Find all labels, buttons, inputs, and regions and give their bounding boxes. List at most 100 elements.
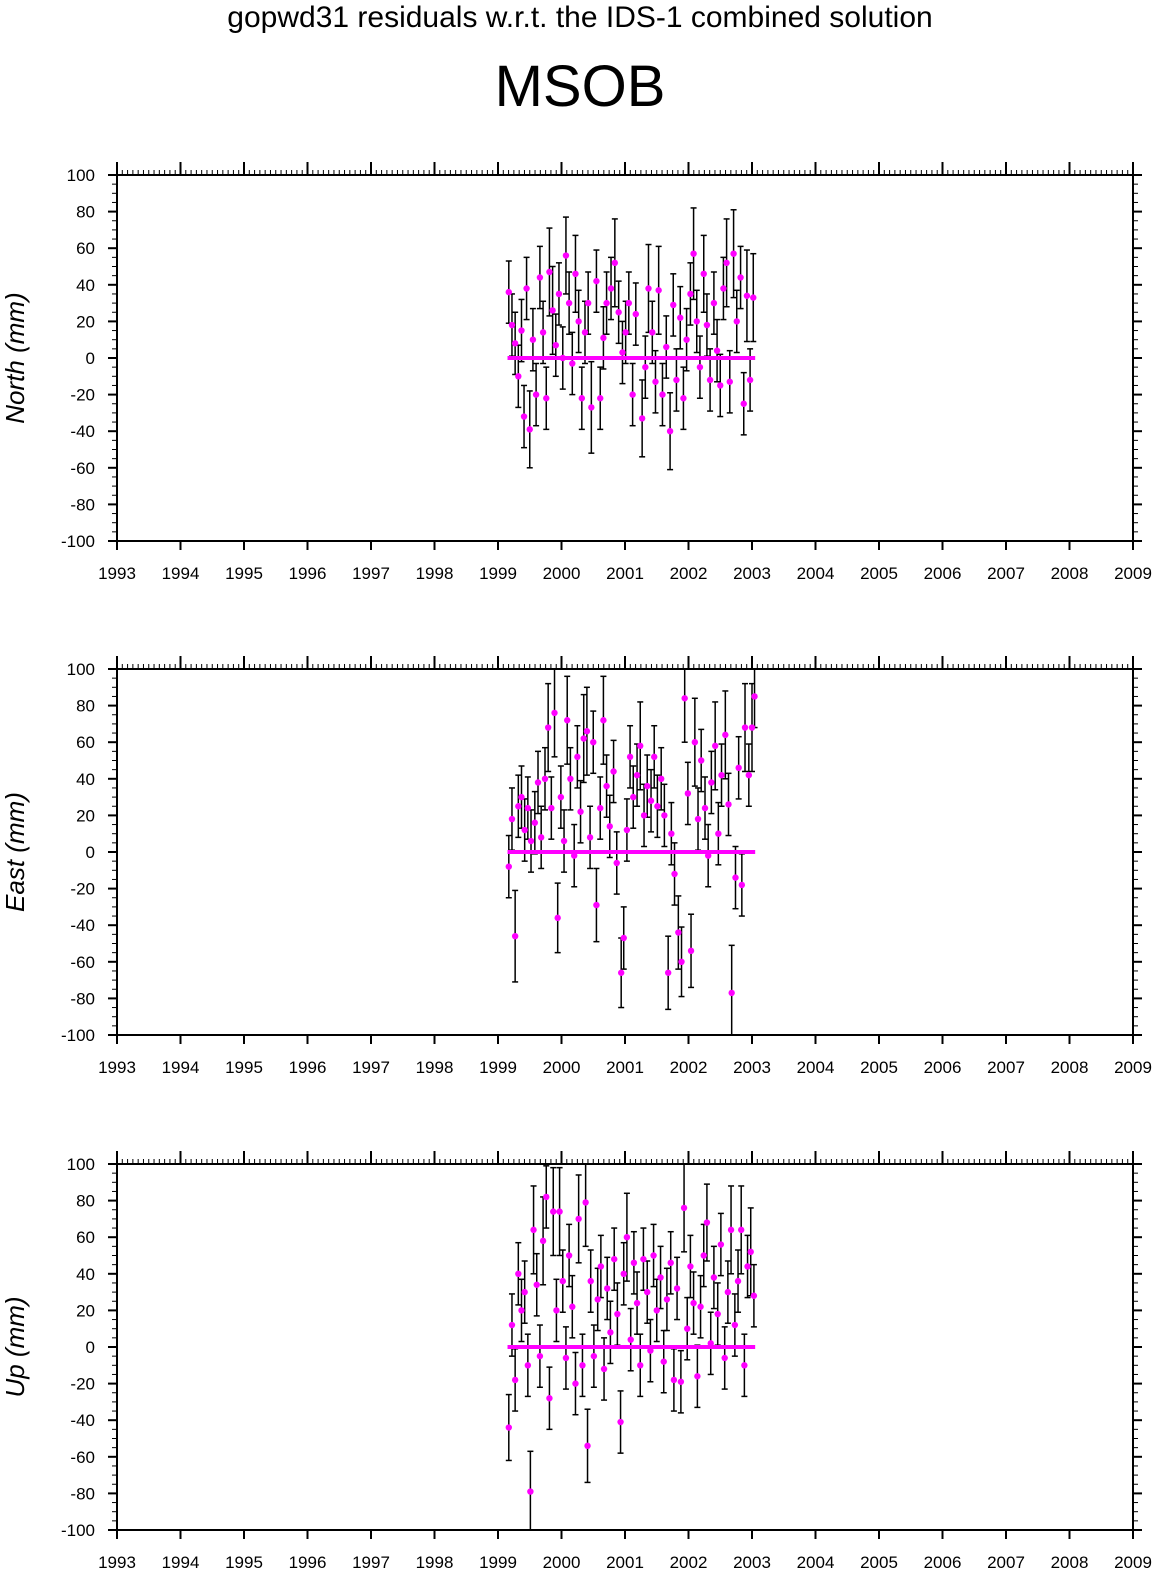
panel-1-data-point bbox=[532, 391, 540, 398]
panel-3-xtick-label: 1994 bbox=[162, 1553, 200, 1572]
panel-3-ytick-label: 60 bbox=[76, 1228, 95, 1247]
panel-3-data-point bbox=[700, 1252, 707, 1259]
panel-1-xtick-label: 2008 bbox=[1051, 564, 1089, 583]
panel-3-ytick-label: -20 bbox=[70, 1375, 95, 1394]
panel-3-data-point bbox=[697, 1303, 704, 1310]
panel-1-data-point bbox=[706, 376, 714, 384]
panel-2-data-point bbox=[515, 803, 522, 810]
panel-2-data-point bbox=[698, 757, 705, 764]
panel-3-xtick-label: 2001 bbox=[606, 1553, 644, 1572]
panel-3-data-point bbox=[594, 1296, 601, 1303]
panel-1-ytick-label: 100 bbox=[67, 166, 95, 185]
panel-2-data-point bbox=[544, 724, 552, 731]
panel-2-data-point bbox=[751, 693, 758, 700]
panel-2-ytick-label: -60 bbox=[70, 953, 95, 972]
panel-1-data-point bbox=[572, 270, 579, 278]
panel-2-data-point bbox=[527, 837, 535, 845]
panel-1-data-point bbox=[600, 334, 607, 342]
panel-2-data-point bbox=[715, 830, 722, 837]
panel-3-data-point bbox=[721, 1354, 728, 1362]
panel-3-data-point bbox=[694, 1373, 701, 1380]
panel-3-ytick-label: 100 bbox=[67, 1155, 95, 1174]
panel-2-data-point bbox=[732, 874, 739, 881]
panel-1-data-point bbox=[652, 378, 659, 385]
panel-1-data-point bbox=[565, 299, 573, 307]
panel-1-data-point bbox=[625, 299, 633, 307]
panel-3-data-point bbox=[647, 1347, 654, 1354]
panel-3-data-point bbox=[553, 1307, 560, 1314]
panel-1-data-point bbox=[687, 290, 694, 298]
panel-2-data-point bbox=[626, 753, 634, 761]
panel-1-data-point bbox=[746, 376, 754, 384]
panel-3-data-point bbox=[587, 1277, 594, 1285]
panel-1-data-point bbox=[619, 349, 626, 356]
panel-3-data-point bbox=[550, 1208, 557, 1215]
panel-3-xtick-label: 1995 bbox=[225, 1553, 263, 1572]
panel-1-xtick-label: 2005 bbox=[860, 564, 898, 583]
panel-3-xtick-label: 1996 bbox=[289, 1553, 327, 1572]
panel-3-data-point bbox=[640, 1255, 647, 1263]
panel-3-data-point bbox=[703, 1219, 711, 1226]
panel-1-data-point bbox=[733, 318, 740, 325]
panel-1-xtick-label: 1995 bbox=[225, 564, 263, 583]
panel-2-data-point bbox=[725, 801, 732, 808]
panel-3-data-point bbox=[530, 1226, 537, 1234]
panel-3-data-point bbox=[543, 1193, 550, 1201]
panel-2-data-point bbox=[577, 808, 584, 815]
panel-2-data-point bbox=[684, 790, 692, 797]
panel-1-ytick-label: 40 bbox=[76, 276, 95, 295]
panel-3-data-point bbox=[663, 1296, 671, 1303]
panel-1-ytick-label: -100 bbox=[61, 532, 95, 551]
panel-2-data-point bbox=[551, 709, 558, 717]
panel-2-data-point bbox=[505, 863, 512, 870]
panel-1-data-point bbox=[529, 336, 537, 343]
panel-3-data-point bbox=[684, 1325, 691, 1332]
panel-1-data-point bbox=[581, 329, 589, 336]
panel-1-data-point bbox=[505, 288, 512, 296]
panel-1-data-point bbox=[629, 391, 636, 398]
panel-3-xtick-label: 2006 bbox=[924, 1553, 962, 1572]
panel-1-data-point bbox=[632, 310, 639, 318]
panel-3-ytick-label: -100 bbox=[61, 1521, 95, 1540]
panel-1-data-point bbox=[683, 336, 690, 343]
panel-1-xtick-label: 1997 bbox=[352, 564, 390, 583]
panel-3-data-point bbox=[575, 1215, 582, 1223]
panel-2-data-point bbox=[521, 826, 528, 834]
panel-2-data-point bbox=[567, 775, 574, 782]
panel-1-data-point bbox=[666, 428, 674, 435]
panel-3-data-point bbox=[687, 1263, 694, 1270]
panel-2-xtick-label: 2004 bbox=[797, 1058, 835, 1077]
panel-3-xtick-label: 1999 bbox=[479, 1553, 517, 1572]
panel-2-data-point bbox=[583, 728, 591, 735]
panel-3-data-point bbox=[707, 1340, 714, 1347]
panel-2-xtick-label: 2009 bbox=[1114, 1058, 1152, 1077]
panel-1-data-point bbox=[690, 250, 697, 257]
panel-1-ytick-label: 20 bbox=[76, 312, 95, 331]
panel-1-data-point bbox=[645, 285, 652, 292]
panel-1-data-point bbox=[523, 285, 530, 292]
panel-1-data-point bbox=[588, 404, 595, 411]
panel-3-data-point bbox=[673, 1285, 681, 1292]
panel-2-data-point bbox=[708, 779, 715, 786]
panel-3-xtick-label: 2007 bbox=[987, 1553, 1025, 1572]
panel-1-data-point bbox=[526, 426, 533, 433]
panel-1-ytick-label: 0 bbox=[86, 349, 95, 368]
panel-3-data-point bbox=[724, 1288, 732, 1296]
panel-1-data-point bbox=[615, 309, 622, 316]
panel-2-data-point bbox=[633, 771, 641, 779]
panel-1-xtick-label: 1996 bbox=[289, 564, 327, 583]
panel-3-xtick-label: 1993 bbox=[98, 1553, 136, 1572]
panel-3-data-point bbox=[633, 1299, 641, 1307]
panel-3-ylabel: Up (mm) bbox=[0, 1296, 30, 1397]
panel-1-data-point bbox=[737, 274, 744, 281]
panel-1-xtick-label: 2002 bbox=[670, 564, 708, 583]
panel-1-xtick-label: 1998 bbox=[416, 564, 454, 583]
panel-2-data-point bbox=[554, 914, 561, 922]
panel-2-data-point bbox=[548, 804, 555, 812]
panel-1-data-point bbox=[515, 373, 522, 380]
panel-3-data-point bbox=[565, 1252, 573, 1259]
panel-1-data-point bbox=[740, 400, 747, 407]
panel-3-data-point bbox=[677, 1378, 685, 1385]
panel-3-xtick-label: 2003 bbox=[733, 1553, 771, 1572]
panel-2-ytick-label: 100 bbox=[67, 660, 95, 679]
